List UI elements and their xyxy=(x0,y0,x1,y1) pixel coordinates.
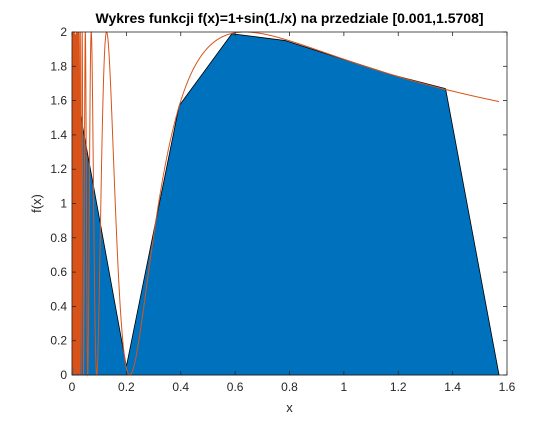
x-tick-label: 0.4 xyxy=(172,380,189,394)
chart-title: Wykres funkcji f(x)=1+sin(1./x) na przed… xyxy=(95,10,483,26)
y-tick-label: 1.2 xyxy=(50,162,67,176)
y-tick-label: 0.6 xyxy=(50,265,67,279)
x-tick-label: 0.8 xyxy=(281,380,298,394)
x-tick-label: 1.4 xyxy=(444,380,461,394)
y-tick-label: 0.2 xyxy=(50,334,67,348)
y-tick-label: 1 xyxy=(60,197,67,211)
y-tick-label: 1.6 xyxy=(50,94,67,108)
x-tick-label: 1.6 xyxy=(499,380,516,394)
x-tick-label: 1.2 xyxy=(390,380,407,394)
y-tick-label: 1.8 xyxy=(50,59,67,73)
y-tick-label: 1.4 xyxy=(50,128,67,142)
y-tick-label: 2 xyxy=(60,25,67,39)
y-tick-label: 0.4 xyxy=(50,299,67,313)
x-axis-label: x xyxy=(286,400,293,415)
x-tick-label: 0 xyxy=(69,380,76,394)
y-tick-label: 0 xyxy=(60,368,67,382)
x-tick-label: 0.2 xyxy=(118,380,135,394)
y-tick-label: 0.8 xyxy=(50,231,67,245)
x-tick-label: 0.6 xyxy=(227,380,244,394)
y-axis-label: f(x) xyxy=(29,194,44,213)
x-tick-label: 1 xyxy=(341,380,348,394)
